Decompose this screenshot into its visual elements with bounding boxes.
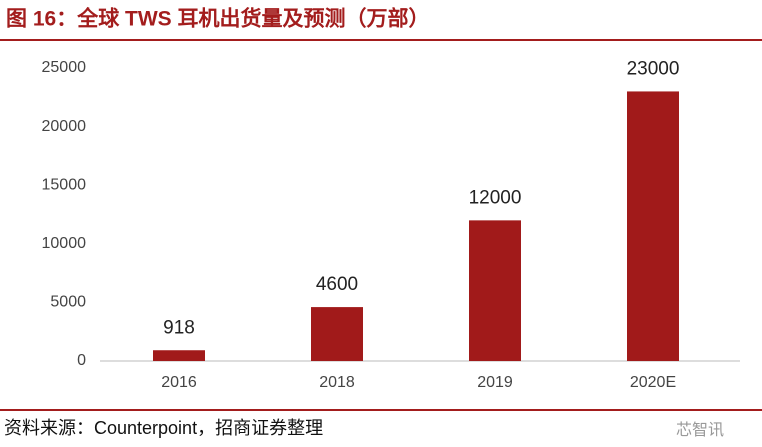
- x-tick-label: 2020E: [630, 374, 676, 391]
- bar: [153, 350, 205, 361]
- data-label: 4600: [316, 274, 358, 295]
- bar: [469, 220, 521, 361]
- y-tick-label: 20000: [42, 118, 87, 135]
- chart-title: 图 16：全球 TWS 耳机出货量及预测（万部）: [6, 7, 430, 31]
- y-tick-label: 15000: [42, 176, 87, 193]
- watermark: 芯智讯: [676, 421, 724, 439]
- bar: [627, 91, 679, 361]
- x-tick-label: 2016: [161, 374, 197, 391]
- data-label: 23000: [627, 58, 680, 79]
- x-tick-label: 2019: [477, 374, 513, 391]
- bar: [311, 307, 363, 361]
- y-tick-label: 25000: [42, 59, 87, 76]
- y-tick-label: 10000: [42, 235, 87, 252]
- source-note: 资料来源：Counterpoint，招商证券整理: [4, 418, 323, 438]
- x-tick-label: 2018: [319, 374, 355, 391]
- data-label: 918: [163, 317, 195, 338]
- y-tick-label: 5000: [50, 294, 86, 311]
- data-label: 12000: [469, 187, 522, 208]
- y-tick-label: 0: [77, 352, 86, 369]
